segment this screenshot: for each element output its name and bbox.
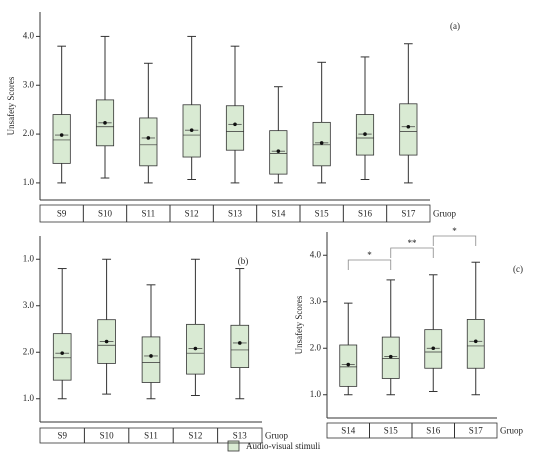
- mean: [431, 346, 436, 351]
- significance-label: **: [408, 238, 418, 248]
- x-tick-label: S11: [141, 209, 155, 219]
- y-axis-label: Unsafety Scores: [6, 76, 16, 135]
- mean: [103, 121, 107, 125]
- y-tick-label: 2.0: [310, 342, 322, 352]
- y-tick-label: 1.0: [23, 177, 35, 187]
- category-row: [39, 204, 431, 223]
- box: [399, 103, 418, 156]
- significance-label: *: [367, 250, 372, 260]
- x-tick-label: S16: [426, 426, 441, 436]
- panel-label: (c): [513, 264, 523, 274]
- mean: [60, 351, 64, 355]
- x-axis-label: Gruop: [265, 431, 288, 441]
- x-tick-label: S10: [98, 209, 113, 219]
- x-tick-label: S13: [233, 431, 248, 441]
- mean: [59, 133, 64, 137]
- significance-bracket: [390, 247, 434, 258]
- box: [141, 336, 161, 383]
- mean: [276, 149, 281, 153]
- mean: [193, 346, 198, 351]
- x-axis-label: Gruop: [433, 209, 456, 219]
- box: [139, 117, 158, 167]
- y-tick-label: 3.0: [310, 296, 322, 306]
- x-tick-label: S12: [185, 209, 199, 219]
- y-tick-label: 4.0: [23, 30, 35, 40]
- mean: [238, 341, 242, 345]
- y-tick-label: 3.0: [23, 300, 35, 310]
- x-tick-label: S15: [384, 426, 399, 436]
- mean: [406, 124, 411, 129]
- panel-label: (a): [450, 21, 460, 31]
- mean: [473, 339, 478, 344]
- mean: [388, 354, 393, 359]
- significance-bracket: [432, 235, 477, 246]
- box: [230, 324, 250, 368]
- box: [466, 319, 485, 369]
- panel-label: (b): [238, 256, 249, 266]
- x-axis-label: Gruop: [500, 426, 523, 436]
- significance-bracket: [347, 259, 392, 270]
- box: [52, 114, 71, 164]
- mean: [346, 362, 351, 367]
- x-tick-label: S9: [57, 431, 67, 441]
- y-tick-label: 1.0: [23, 253, 35, 263]
- x-tick-label: S17: [469, 426, 484, 436]
- y-tick-label: 1.0: [23, 393, 35, 403]
- x-tick-label: S12: [188, 431, 202, 441]
- x-tick-label: S14: [271, 209, 286, 219]
- mean: [189, 128, 194, 132]
- x-tick-label: S16: [358, 209, 373, 219]
- y-tick-label: 1.0: [310, 389, 322, 399]
- mean: [149, 354, 153, 358]
- y-tick-label: 3.0: [23, 79, 35, 89]
- mean: [146, 136, 151, 140]
- x-tick-label: S13: [228, 209, 243, 219]
- legend-label: Audio-visual stimuli: [246, 441, 321, 451]
- y-tick-label: 2.0: [23, 346, 35, 356]
- mean: [233, 122, 237, 127]
- legend-swatch: [227, 440, 240, 452]
- x-tick-label: S17: [401, 209, 416, 219]
- category-row: [39, 427, 263, 444]
- x-tick-label: S11: [144, 431, 158, 441]
- y-tick-label: 4.0: [310, 249, 322, 259]
- x-tick-label: S14: [341, 426, 356, 436]
- mean: [363, 132, 367, 136]
- y-axis-label: Unsafety Scores: [294, 295, 304, 354]
- x-tick-label: S10: [100, 431, 115, 441]
- box: [52, 333, 72, 381]
- significance-label: *: [452, 226, 457, 236]
- x-tick-label: S9: [57, 209, 67, 219]
- box: [225, 105, 245, 151]
- mean: [104, 339, 109, 344]
- mean: [319, 141, 324, 145]
- x-tick-label: S15: [315, 209, 330, 219]
- y-tick-label: 2.0: [23, 128, 35, 138]
